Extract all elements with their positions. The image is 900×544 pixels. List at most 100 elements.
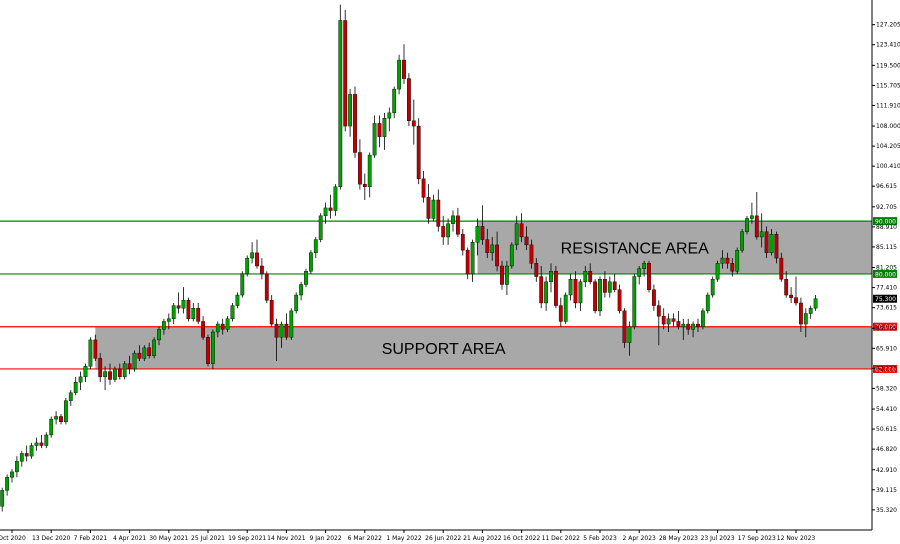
- candle-109: [534, 258, 539, 282]
- candle-body: [813, 298, 818, 309]
- levels-layer: [0, 220, 872, 370]
- candle-body: [490, 244, 495, 254]
- candle-82: [402, 44, 406, 84]
- candle-47: [230, 302, 235, 322]
- x-tick-label-10: 1 May 2022: [386, 535, 421, 542]
- candle-152: [745, 215, 749, 235]
- candle-28: [137, 345, 142, 362]
- candle-body: [803, 313, 808, 325]
- y-tick-label-7: 100.410: [876, 163, 900, 170]
- candle-134: [656, 300, 661, 346]
- candle-2: [10, 469, 14, 483]
- candle-60: [294, 292, 299, 314]
- candle-156: [764, 226, 769, 259]
- candle-body: [745, 218, 749, 232]
- candle-body: [338, 20, 343, 188]
- candle-49: [240, 271, 245, 298]
- candle-body: [152, 339, 156, 356]
- candle-33: [161, 318, 166, 335]
- candle-body: [465, 249, 470, 275]
- candle-body: [215, 323, 220, 333]
- candle-body: [808, 308, 813, 314]
- candle-body: [612, 281, 617, 290]
- candle-body: [387, 112, 392, 119]
- candle-body: [348, 94, 352, 127]
- candle-151: [740, 229, 745, 253]
- candle-body: [431, 199, 436, 219]
- candle-body: [206, 337, 210, 364]
- candle-body: [534, 263, 539, 277]
- candle-97: [475, 218, 480, 256]
- candle-123: [603, 271, 607, 298]
- candle-19: [93, 334, 98, 362]
- x-tick-label-8: 9 Jan 2022: [310, 535, 342, 542]
- candle-body: [166, 318, 171, 322]
- candle-116: [568, 273, 573, 301]
- candle-87: [426, 184, 431, 224]
- candle-101: [495, 231, 499, 272]
- candle-body: [524, 236, 529, 246]
- candle-body: [117, 368, 122, 378]
- y-tick-label-16: 65.910: [876, 345, 897, 352]
- candle-body: [456, 215, 460, 235]
- candle-106: [519, 213, 524, 243]
- candle-body: [558, 305, 563, 322]
- candle-34: [166, 313, 171, 330]
- y-tick-label-4: 111.910: [876, 102, 900, 109]
- candle-163: [799, 297, 803, 332]
- zone-label-0: RESISTANCE AREA: [561, 241, 710, 258]
- candle-body: [255, 252, 259, 267]
- level-tag-2: 70.000: [875, 324, 896, 331]
- candle-body: [441, 226, 446, 238]
- candle-body: [98, 358, 103, 378]
- candle-body: [269, 300, 274, 325]
- candle-body: [127, 363, 132, 370]
- candle-36: [176, 292, 181, 314]
- x-tick-label-12: 21 Aug 2022: [463, 535, 502, 542]
- candle-body: [157, 329, 161, 341]
- candle-128: [627, 321, 632, 356]
- candle-body: [647, 263, 651, 290]
- x-tick-label-18: 23 Jul 2023: [701, 535, 735, 542]
- candle-body: [799, 302, 803, 325]
- candle-body: [779, 257, 784, 280]
- candle-35: [171, 302, 176, 325]
- candle-body: [196, 308, 201, 322]
- x-tick-label-9: 6 Mar 2022: [348, 535, 382, 542]
- candle-93: [456, 207, 460, 237]
- candle-50: [245, 255, 250, 277]
- candle-155: [759, 213, 764, 248]
- candle-body: [274, 323, 279, 338]
- candle-112: [549, 263, 553, 293]
- y-tick-label-0: 127.205: [876, 22, 900, 29]
- candle-162: [794, 276, 798, 306]
- candle-body: [509, 244, 514, 267]
- x-tick-label-15: 5 Feb 2023: [583, 535, 617, 542]
- candle-43: [210, 329, 215, 369]
- candle-body: [686, 323, 691, 330]
- candle-body: [676, 321, 681, 327]
- candle-body: [593, 281, 598, 312]
- x-tick-label-5: 25 Jul 2021: [191, 535, 225, 542]
- candle-body: [514, 223, 519, 246]
- candle-140: [686, 318, 691, 335]
- candle-92: [451, 210, 455, 232]
- candle-40: [196, 302, 201, 325]
- candle-body: [519, 223, 524, 238]
- candle-79: [387, 107, 392, 132]
- candle-body: [93, 339, 98, 359]
- candle-88: [431, 194, 436, 222]
- candle-body: [367, 154, 372, 187]
- candle-body: [171, 305, 176, 320]
- candle-127: [622, 308, 627, 348]
- candle-body: [313, 239, 318, 254]
- candle-body: [309, 252, 313, 272]
- candle-body: [83, 366, 88, 378]
- candle-119: [583, 266, 588, 288]
- candle-body: [603, 279, 607, 293]
- candle-body: [622, 310, 627, 343]
- candle-body: [583, 271, 588, 283]
- candle-body: [328, 207, 333, 211]
- candle-148: [725, 252, 730, 269]
- candle-68: [333, 184, 338, 216]
